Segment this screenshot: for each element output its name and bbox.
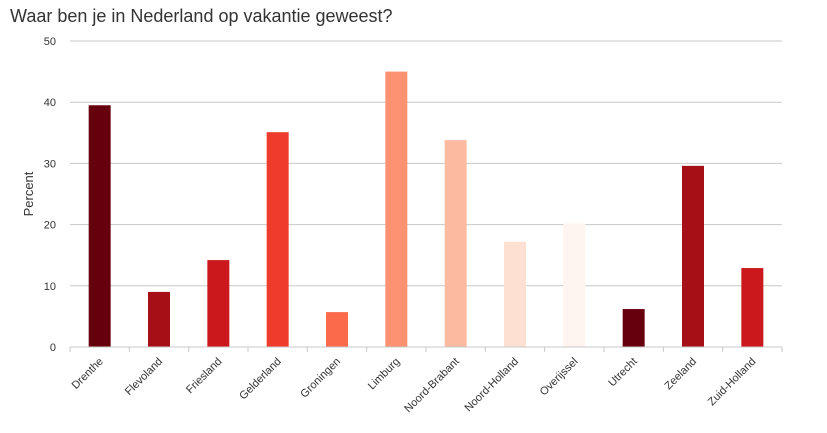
y-axis-ticks: 0 10 20 30 40 50 — [44, 36, 56, 354]
bar-gelderland — [266, 132, 289, 347]
x-tick-label: Drenthe — [70, 356, 106, 392]
bar-overijssel — [563, 223, 586, 347]
x-tick-label: Friesland — [184, 356, 224, 396]
bar-noord-brabant — [444, 140, 467, 347]
y-tick-label: 50 — [44, 36, 56, 48]
x-tick-label: Gelderland — [237, 356, 284, 403]
bar-flevoland — [148, 291, 170, 347]
y-tick-label: 20 — [44, 220, 56, 232]
x-tick-label: Noord-Brabant — [402, 356, 462, 416]
y-tick-label: 30 — [44, 158, 56, 170]
x-axis-ticks: Drenthe Flevoland Friesland Gelderland Groni… — [69, 347, 783, 416]
bar-drenthe — [88, 105, 111, 347]
x-tick-label: Zeeland — [663, 356, 700, 393]
y-axis-title: Percent — [21, 171, 36, 216]
bar-limburg — [385, 71, 408, 347]
x-tick-label: Zuid-Holland — [706, 356, 759, 409]
y-tick-label: 40 — [44, 97, 56, 109]
bar-zeeland — [682, 165, 704, 347]
chart-title: Waar ben je in Nederland op vakantie gew… — [10, 6, 393, 26]
x-tick-label: Overijssel — [538, 356, 581, 399]
x-tick-label: Utrecht — [606, 356, 640, 390]
bar-utrecht — [622, 309, 645, 347]
bar-zuid-holland — [741, 268, 764, 347]
x-tick-label: Noord-Holland — [462, 356, 521, 415]
bar-noord-holland — [504, 241, 526, 347]
gridlines — [70, 40, 782, 287]
x-tick-label: Groningen — [298, 356, 343, 401]
x-tick-label: Limburg — [366, 356, 403, 393]
bar-friesland — [207, 260, 230, 347]
y-tick-label: 10 — [44, 281, 56, 293]
y-tick-label: 0 — [50, 342, 56, 354]
x-tick-label: Flevoland — [123, 356, 165, 398]
bar-groningen — [326, 312, 348, 347]
bars — [88, 71, 764, 347]
